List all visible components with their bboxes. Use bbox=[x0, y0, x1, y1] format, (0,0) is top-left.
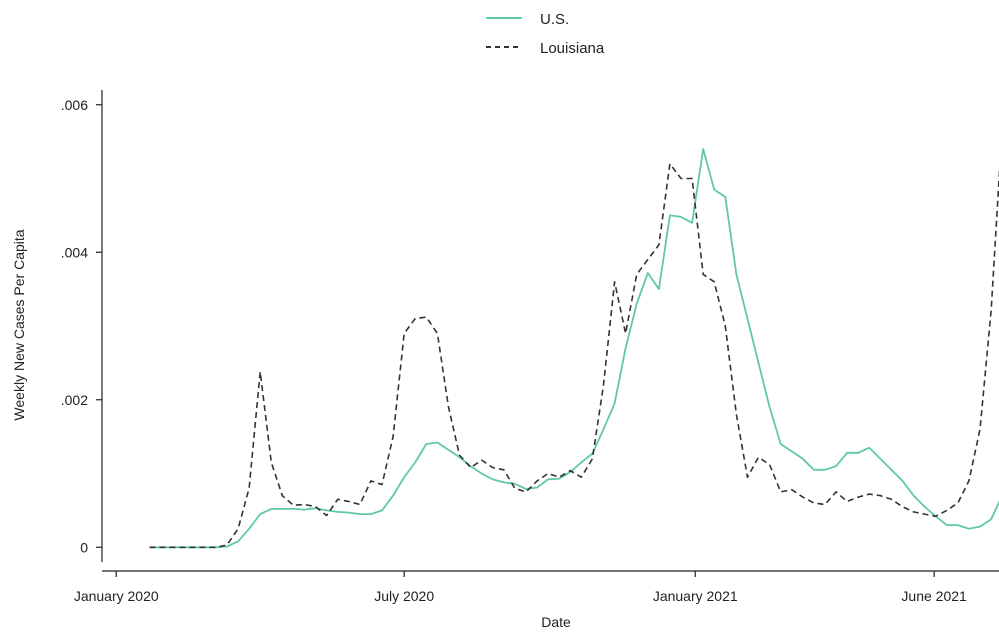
y-tick-label: 0 bbox=[80, 539, 88, 555]
y-tick-label: .006 bbox=[61, 97, 88, 113]
x-tick-label: July 2020 bbox=[374, 588, 434, 604]
y-ticks: 0 .002 .004 .006 bbox=[61, 97, 102, 556]
series-layer bbox=[150, 127, 999, 547]
series-line-us bbox=[150, 149, 999, 547]
legend-label-us: U.S. bbox=[540, 11, 569, 28]
legend-label-louisiana: Louisiana bbox=[540, 40, 605, 57]
y-tick-label: .004 bbox=[61, 244, 88, 260]
series-line-louisiana bbox=[150, 127, 999, 547]
x-tick-label: January 2021 bbox=[653, 588, 738, 604]
x-ticks: January 2020 July 2020 January 2021 June 20… bbox=[74, 571, 967, 604]
legend: U.S. Louisiana bbox=[486, 11, 605, 57]
y-axis-title: Weekly New Cases Per Capita bbox=[11, 229, 27, 420]
y-tick-label: .002 bbox=[61, 392, 88, 408]
x-tick-label: January 2020 bbox=[74, 588, 159, 604]
x-tick-label: June 2021 bbox=[901, 588, 967, 604]
x-axis-title: Date bbox=[541, 614, 571, 630]
